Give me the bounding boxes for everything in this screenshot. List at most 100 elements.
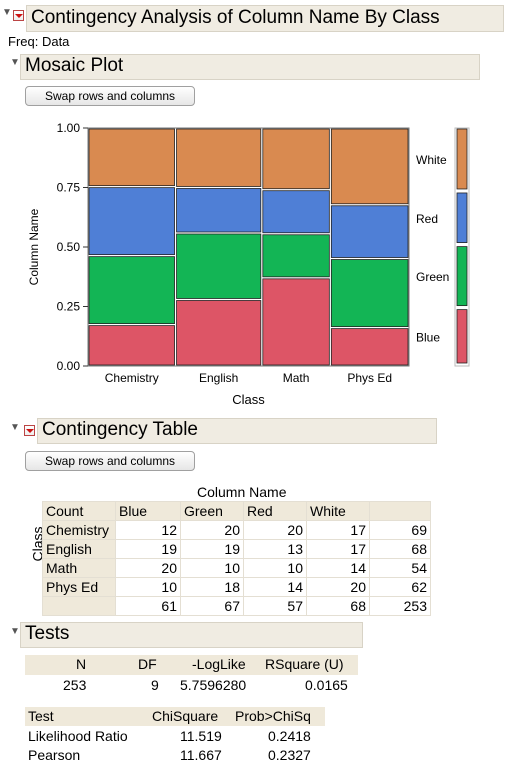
freq-label: Freq: Data bbox=[8, 34, 70, 49]
row-label: Math bbox=[42, 558, 116, 578]
rsquare-value: 0.0165 bbox=[305, 677, 348, 693]
row-label: Chemistry bbox=[42, 520, 116, 540]
y-tick-label: 0.75 bbox=[57, 181, 81, 195]
col-header bbox=[369, 501, 431, 521]
legend-label: Blue bbox=[416, 330, 440, 344]
mosaic-cell-red bbox=[330, 205, 409, 258]
prob-value: 0.2418 bbox=[268, 728, 311, 744]
mosaic-cell-blue bbox=[262, 278, 330, 366]
mosaic-cell-white bbox=[88, 128, 175, 187]
y-tick-label: 0.25 bbox=[57, 300, 81, 314]
row-label: Phys Ed bbox=[42, 577, 116, 597]
loglike-value: 5.7596280 bbox=[180, 677, 247, 693]
table-row: Chemistry 12 20 20 17 69 bbox=[42, 520, 431, 540]
cell: 13 bbox=[243, 539, 307, 559]
cell: 10 bbox=[115, 577, 181, 597]
totals-row: 61 67 57 68 253 bbox=[42, 596, 431, 616]
col-total: 67 bbox=[180, 596, 244, 616]
cell: 19 bbox=[115, 539, 181, 559]
y-axis-label: Column Name bbox=[27, 208, 41, 285]
row-total: 69 bbox=[369, 520, 431, 540]
mosaic-cell-red bbox=[262, 190, 330, 234]
cell: 20 bbox=[306, 577, 370, 597]
table-row: Phys Ed 10 18 14 20 62 bbox=[42, 577, 431, 597]
legend-swatch-red bbox=[456, 192, 468, 243]
mosaic-cell-blue bbox=[88, 325, 175, 366]
mosaic-cell-red bbox=[88, 187, 175, 256]
col-total: 68 bbox=[306, 596, 370, 616]
disclosure-triangle-icon[interactable]: ▼ bbox=[2, 7, 12, 18]
mosaic-cell-blue bbox=[330, 328, 409, 366]
prob-value: 0.2327 bbox=[268, 747, 311, 763]
cell: 14 bbox=[243, 577, 307, 597]
test-header: Test bbox=[28, 708, 54, 724]
grand-total: 253 bbox=[369, 596, 431, 616]
tests-summary-header bbox=[25, 655, 358, 675]
test-name: Likelihood Ratio bbox=[28, 728, 128, 744]
tests-title: Tests bbox=[20, 622, 363, 648]
legend-label: White bbox=[416, 153, 447, 167]
row-total: 62 bbox=[369, 577, 431, 597]
cell: 17 bbox=[306, 520, 370, 540]
col-header: Blue bbox=[115, 501, 181, 521]
legend-label: Red bbox=[416, 212, 438, 226]
cell: 12 bbox=[115, 520, 181, 540]
x-tick-label: Phys Ed bbox=[347, 371, 392, 385]
y-tick-label: 0.50 bbox=[57, 240, 81, 254]
mosaic-cell-white bbox=[330, 128, 409, 205]
mosaic-plot-title: Mosaic Plot bbox=[20, 54, 480, 80]
red-triangle-menu-icon[interactable] bbox=[13, 10, 24, 21]
report-title: Contingency Analysis of Column Name By C… bbox=[26, 5, 504, 32]
col-header: Green bbox=[180, 501, 244, 521]
cell: 19 bbox=[180, 539, 244, 559]
mosaic-cell-green bbox=[88, 256, 175, 325]
chisquare-header: ChiSquare bbox=[152, 708, 219, 724]
cell: 20 bbox=[115, 558, 181, 578]
row-label bbox=[42, 596, 116, 616]
contingency-disclosure-icon[interactable]: ▼ bbox=[10, 422, 20, 433]
cell: 17 bbox=[306, 539, 370, 559]
cell: 14 bbox=[306, 558, 370, 578]
table-row: Math 20 10 10 14 54 bbox=[42, 558, 431, 578]
df-header: DF bbox=[138, 656, 157, 672]
x-tick-label: English bbox=[199, 371, 238, 385]
cell: 10 bbox=[180, 558, 244, 578]
rsquare-header: RSquare (U) bbox=[265, 656, 344, 672]
cell: 10 bbox=[243, 558, 307, 578]
mosaic-cell-white bbox=[262, 128, 330, 190]
table-header-row: Count Blue Green Red White bbox=[42, 501, 431, 521]
mosaic-swap-button[interactable]: Swap rows and columns bbox=[25, 86, 195, 106]
row-label: English bbox=[42, 539, 116, 559]
mosaic-cell-red bbox=[176, 188, 262, 233]
chisquare-value: 11.667 bbox=[180, 747, 222, 763]
contingency-table-title: Contingency Table bbox=[37, 418, 437, 444]
cell: 20 bbox=[180, 520, 244, 540]
test-name: Pearson bbox=[28, 747, 81, 763]
legend-frame bbox=[454, 127, 470, 367]
contingency-table: Count Blue Green Red White Chemistry 12 … bbox=[42, 501, 431, 616]
y-tick-label: 0.00 bbox=[57, 359, 81, 373]
tests-header-row bbox=[25, 707, 325, 726]
contingency-swap-button[interactable]: Swap rows and columns bbox=[25, 451, 195, 471]
n-header: N bbox=[76, 656, 87, 672]
contingency-menu-icon[interactable] bbox=[24, 425, 35, 436]
mosaic-disclosure-icon[interactable]: ▼ bbox=[10, 57, 20, 68]
df-value: 9 bbox=[151, 677, 159, 693]
prob-header: Prob>ChiSq bbox=[235, 708, 311, 724]
row-total: 54 bbox=[369, 558, 431, 578]
table-row: English 19 19 13 17 68 bbox=[42, 539, 431, 559]
legend-swatch-blue bbox=[456, 309, 468, 364]
legend-label: Green bbox=[416, 270, 449, 284]
column-group-label: Column Name bbox=[197, 484, 287, 500]
y-tick-label: 1.00 bbox=[57, 121, 81, 135]
cell: 18 bbox=[180, 577, 244, 597]
tests-disclosure-icon[interactable]: ▼ bbox=[10, 626, 20, 637]
loglike-header: -LogLike bbox=[192, 656, 246, 672]
count-header: Count bbox=[42, 501, 116, 521]
mosaic-cell-green bbox=[176, 233, 262, 299]
col-header: Red bbox=[243, 501, 307, 521]
mosaic-cell-green bbox=[262, 234, 330, 278]
col-header: White bbox=[306, 501, 370, 521]
row-total: 68 bbox=[369, 539, 431, 559]
mosaic-cell-green bbox=[330, 259, 409, 328]
